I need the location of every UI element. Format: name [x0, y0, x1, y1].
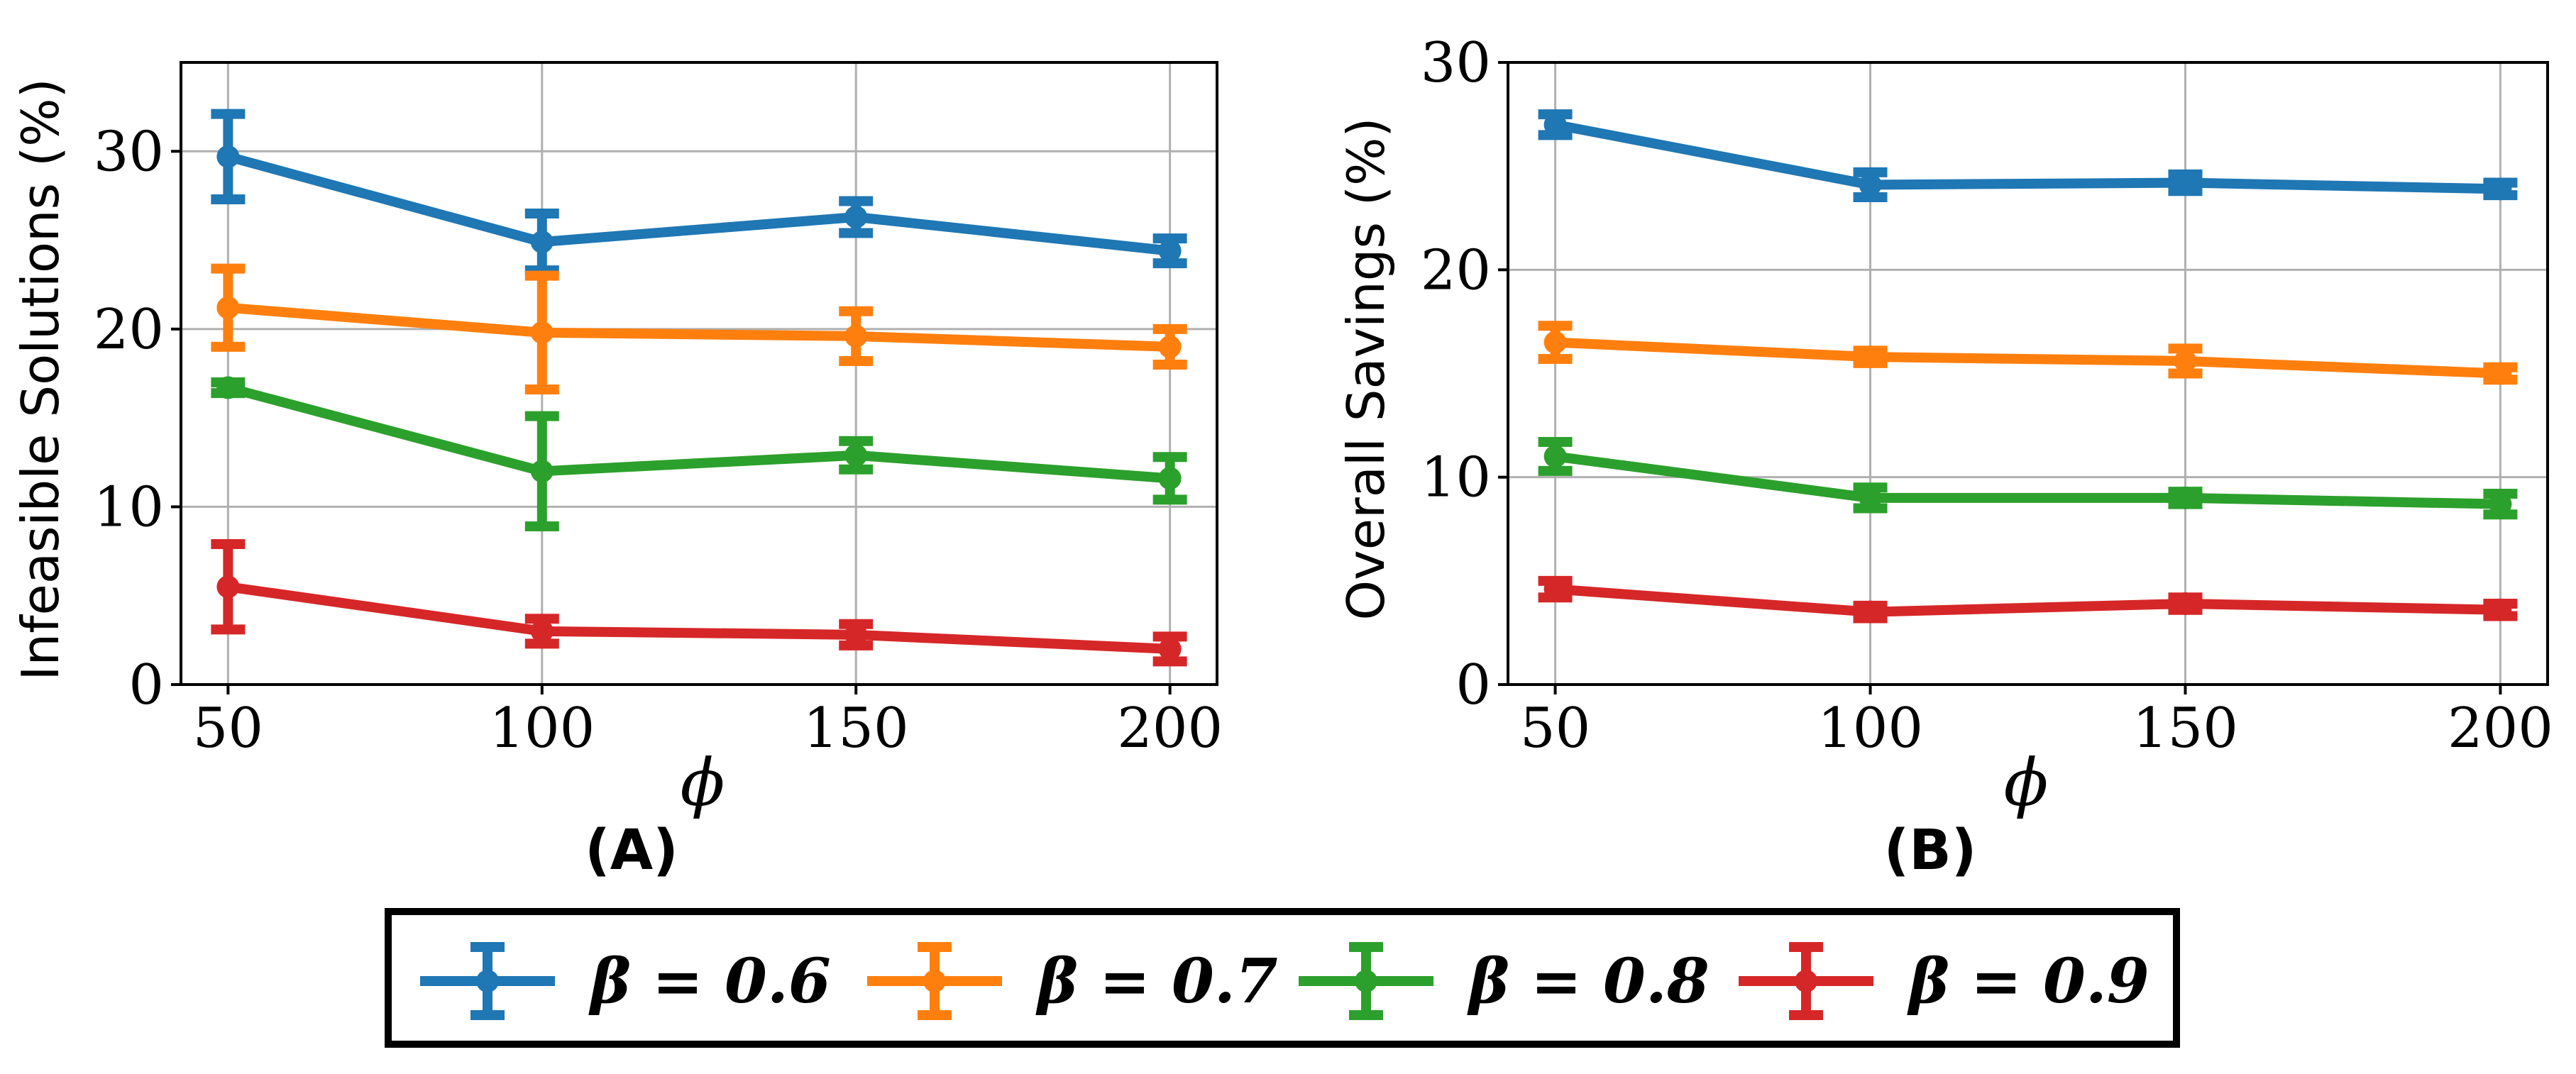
- panel-a-label: (A): [585, 819, 678, 882]
- panel-b-series-4: [1538, 575, 2518, 624]
- panel-b-x-tick-label: 100: [1817, 697, 1923, 760]
- panel-a-series-4: [211, 539, 1187, 667]
- panel-b-y-tick-label: 20: [1421, 238, 1491, 302]
- panel-a-data-point: [1158, 637, 1182, 660]
- panel-b-x-ticks: 50 100 150 200: [1520, 685, 2553, 760]
- legend-entry: β = 0.8: [1299, 942, 1710, 1020]
- panel-b-series-line: [1554, 119, 2501, 194]
- panel-a-y-ticks: 0 10 20 30: [94, 120, 181, 717]
- legend-entries: β = 0.6 β = 0.7 β = 0.8 β = 0.9: [420, 942, 2150, 1020]
- panel-b-data-point: [2174, 486, 2197, 509]
- legend-swatch-marker: [1355, 970, 1377, 992]
- legend-box: [385, 908, 2180, 1048]
- panel-b-series-1: [1538, 109, 2518, 203]
- panel-b-series: [1538, 109, 2518, 624]
- panel-b-x-tick-label: 50: [1520, 697, 1590, 760]
- panel-a-data-point: [530, 231, 554, 254]
- legend-label: β = 0.7: [1035, 946, 1278, 1017]
- panel-b-x-tick-label: 200: [2448, 697, 2553, 760]
- panel-a-series-line: [226, 382, 1171, 484]
- panel-b-series-line: [1555, 337, 2501, 379]
- legend-entry: β = 0.9: [1739, 942, 2150, 1020]
- panel-a-x-axis-label: ϕ: [681, 745, 725, 821]
- panel-a-x-tick-label: 150: [803, 697, 909, 760]
- panel-a-data-point: [530, 460, 554, 483]
- panel-b-series-line: [1555, 584, 2501, 617]
- panel-a-x-ticks: 50 100 150 200: [193, 685, 1223, 760]
- panel-a-y-tick-label: 10: [94, 475, 164, 539]
- panel-b-data-point: [2174, 349, 2197, 372]
- panel-b-data-point: [1543, 577, 1567, 601]
- panel-a-data-point: [1158, 239, 1182, 262]
- panel-a-data-point: [216, 575, 240, 599]
- panel-a-axes-frame: [180, 61, 1218, 686]
- panel-a-y-tick-label: 20: [94, 298, 164, 362]
- panel-b-series-3: [1538, 436, 2518, 520]
- panel-b-data-point: [2489, 177, 2512, 201]
- panel-a-data-point: [530, 619, 554, 643]
- legend-swatch-marker: [476, 970, 499, 992]
- panel-a-data-point: [844, 443, 868, 467]
- panel-a-data-point: [844, 205, 868, 228]
- panel-a-x-tick-label: 100: [489, 697, 595, 760]
- panel-a-series-2: [211, 263, 1187, 395]
- panel-b-y-tick-label: 0: [1455, 653, 1491, 717]
- legend-label: β = 0.9: [1907, 946, 2150, 1017]
- legend-entry: β = 0.7: [867, 942, 1278, 1020]
- panel-b-label: (B): [1884, 819, 1977, 882]
- panel-a-data-point: [216, 145, 240, 168]
- panel-b-series-2: [1538, 321, 2518, 385]
- panel-a-series-1: [211, 109, 1187, 276]
- panel-a-data-point: [216, 296, 240, 319]
- panel-a-infeasible-solutions: 50 100 150 200 0 10 20 30 Infeasible Solutions…: [11, 61, 1223, 882]
- panel-a-series-3: [211, 376, 1187, 531]
- panel-a-y-tick-label: 0: [128, 653, 164, 717]
- panel-a-data-point: [530, 321, 554, 344]
- panel-a-data-point: [1158, 335, 1182, 358]
- panel-a-series: [211, 109, 1187, 667]
- panel-b-x-tick-label: 150: [2132, 697, 2238, 760]
- legend-swatch-marker: [923, 970, 946, 992]
- panel-b-y-tick-label: 30: [1421, 31, 1491, 95]
- panel-a-x-tick-label: 50: [193, 697, 263, 760]
- legend-label: β = 0.8: [1467, 946, 1710, 1017]
- panel-b-data-point: [2174, 592, 2197, 615]
- panel-b-data-point: [1543, 113, 1567, 136]
- panel-b-data-point: [1543, 445, 1567, 468]
- panel-a-data-point: [216, 376, 240, 399]
- panel-b-data-point: [1859, 345, 1882, 369]
- legend-label: β = 0.6: [588, 946, 831, 1017]
- panel-a-data-point: [844, 324, 868, 348]
- panel-b-data-point: [2489, 492, 2512, 516]
- panel-a-series-line: [226, 152, 1171, 256]
- panel-b-data-point: [1859, 486, 1882, 509]
- panel-b-data-point: [2489, 598, 2512, 621]
- panel-b-data-point: [1543, 331, 1567, 354]
- panel-b-data-point: [2489, 362, 2512, 385]
- panel-b-y-tick-label: 10: [1421, 446, 1491, 510]
- legend-swatch-marker: [1795, 970, 1817, 992]
- panel-b-x-axis-label: ϕ: [2004, 745, 2049, 821]
- panel-a-y-axis-label: Infeasible Solutions (%): [11, 78, 70, 680]
- legend: β = 0.6 β = 0.7 β = 0.8 β = 0.9: [385, 908, 2180, 1048]
- panel-b-y-ticks: 0 10 20 30: [1421, 31, 1508, 717]
- panel-b-axes-frame: [1507, 61, 2549, 686]
- panel-b-y-axis-label: Overall Savings (%): [1336, 118, 1396, 621]
- panel-a-data-point: [844, 623, 868, 646]
- panel-b-data-point: [1859, 173, 1882, 196]
- panel-b-data-point: [1859, 600, 1882, 624]
- panel-b-data-point: [2174, 171, 2197, 194]
- panel-a-data-point: [1158, 467, 1182, 490]
- panel-a-y-tick-label: 30: [94, 120, 164, 184]
- panel-b-series-line: [1554, 451, 2501, 509]
- panel-a-series-line: [227, 302, 1170, 352]
- legend-entry: β = 0.6: [420, 942, 831, 1020]
- panel-a-series-line: [227, 582, 1170, 654]
- panel-a-x-tick-label: 200: [1117, 697, 1223, 760]
